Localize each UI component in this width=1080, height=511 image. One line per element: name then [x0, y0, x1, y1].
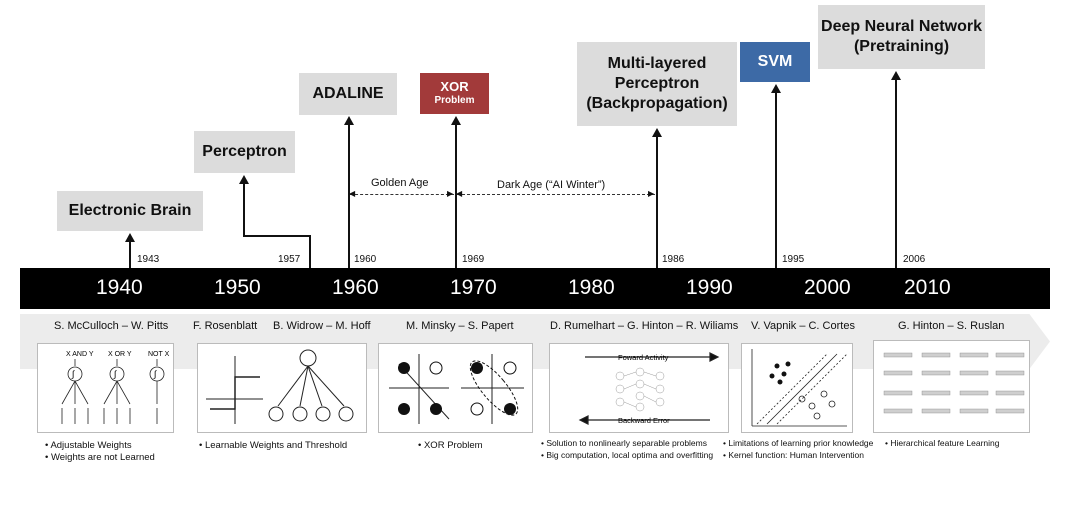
panel-rumelhart: Foward Activity Backward Error: [549, 343, 729, 433]
connector-1969: [455, 123, 457, 268]
note-vapnik-cortes: • Limitations of learning prior knowledg…: [723, 437, 873, 461]
arrowhead-1969: [451, 116, 461, 125]
era-dark-age-span: [457, 194, 655, 195]
milestone-perceptron-label: Perceptron: [202, 143, 287, 160]
author-hinton-ruslan: G. Hinton – S. Ruslan: [898, 320, 1005, 332]
era-dark-left-arrow: ◀: [456, 189, 463, 198]
milestone-electronic-brain-label: Electronic Brain: [68, 202, 192, 219]
milestone-perceptron: Perceptron: [194, 131, 295, 173]
connector-1986: [656, 135, 658, 268]
xor-diagram: [389, 354, 524, 424]
author-vapnik-cortes: V. Vapnik – C. Cortes: [751, 320, 855, 332]
year-1957: 1957: [278, 254, 301, 265]
note-bp-line-1: • Solution to nonlinearly separable prob…: [541, 438, 707, 448]
perceptron-diagram: [206, 349, 354, 424]
era-dark-age: Dark Age (“AI Winter”): [497, 179, 606, 191]
milestone-xor: XOR Problem: [420, 73, 489, 114]
milestone-adaline: ADALINE: [299, 73, 397, 115]
note-rosenblatt-widrow: • Learnable Weights and Threshold: [199, 440, 347, 452]
note-rw-line-1: • Learnable Weights and Threshold: [199, 440, 348, 451]
milestone-adaline-label: ADALINE: [312, 85, 384, 102]
decade-1950: 1950: [214, 276, 261, 299]
author-widrow-hoff: B. Widrow – M. Hoff: [273, 320, 371, 332]
note-bp-line-2: • Big computation, local optima and over…: [541, 450, 714, 460]
bp-forward-label: Foward Activity: [618, 353, 669, 362]
year-1943: 1943: [137, 254, 160, 265]
backprop-diagram: Foward Activity Backward Error: [578, 352, 720, 425]
note-svm-line-1: • Limitations of learning prior knowledg…: [723, 438, 874, 448]
arrowhead-1957: [239, 175, 249, 184]
arrowhead-1995: [771, 84, 781, 93]
note-mp-line-2: • Weights are not Learned: [45, 452, 155, 463]
connector-1960: [348, 123, 350, 268]
panel-rosenblatt-widrow: [197, 343, 367, 433]
milestone-mlp: Multi-layered Perceptron (Backpropagatio…: [577, 42, 737, 126]
panel-minsky-papert: [378, 343, 533, 433]
year-1986: 1986: [662, 254, 685, 265]
author-mcculloch-pitts: S. McCulloch – W. Pitts: [54, 320, 169, 332]
note-svm-line-2: • Kernel function: Human Intervention: [723, 450, 864, 460]
milestone-electronic-brain: Electronic Brain: [57, 191, 203, 231]
note-mcculloch-pitts: • Adjustable Weights • Weights are not L…: [45, 440, 155, 464]
timeline-bar: [20, 268, 1050, 309]
panel-mcculloch-pitts: X AND Y X OR Y NOT X ∫ ∫ ∫: [37, 343, 174, 433]
author-rosenblatt: F. Rosenblatt: [193, 320, 258, 332]
decade-1990: 1990: [686, 276, 733, 299]
note-dbn-line-1: • Hierarchical feature Learning: [885, 438, 1000, 448]
era-golden-age: Golden Age: [371, 177, 429, 189]
era-golden-age-span: [350, 194, 454, 195]
decade-1940: 1940: [96, 276, 143, 299]
note-rumelhart: • Solution to nonlinearly separable prob…: [541, 437, 713, 461]
note-mp-line-1: • Adjustable Weights: [45, 440, 132, 451]
milestone-mlp-label: Multi-layered Perceptron (Backpropagatio…: [586, 55, 728, 112]
milestone-dnn: Deep Neural Network (Pretraining): [818, 5, 985, 69]
milestone-dnn-label: Deep Neural Network (Pretraining): [821, 18, 982, 55]
milestone-svm-label: SVM: [757, 53, 793, 70]
mp-neuron-1-symbol: ∫: [71, 369, 76, 379]
year-1995: 1995: [782, 254, 805, 265]
mp-label-or: X OR Y: [108, 351, 132, 358]
arrowhead-1960: [344, 116, 354, 125]
decade-2010: 2010: [904, 276, 951, 299]
era-dark-right-arrow: ▶: [648, 189, 655, 198]
panel-hinton-ruslan: [873, 340, 1030, 433]
connector-1957-horizontal: [243, 235, 311, 237]
year-2006: 2006: [903, 254, 926, 265]
decade-1980: 1980: [568, 276, 615, 299]
milestone-xor-sublabel: Problem: [434, 94, 475, 106]
mp-neuron-diagram: X AND Y X OR Y NOT X ∫ ∫ ∫: [61, 351, 170, 424]
author-minsky-papert: M. Minsky – S. Papert: [406, 320, 514, 332]
era-golden-right-arrow: ▶: [447, 189, 454, 198]
year-1969: 1969: [462, 254, 485, 265]
mp-neuron-3-symbol: ∫: [153, 369, 158, 379]
connector-1957-vertical: [243, 182, 245, 237]
note-mp2-line-1: • XOR Problem: [418, 440, 483, 451]
mp-label-and: X AND Y: [66, 351, 94, 358]
bp-backward-label: Backward Error: [618, 416, 670, 425]
era-golden-left-arrow: ◀: [349, 189, 356, 198]
milestone-xor-label: XOR: [440, 78, 469, 94]
svm-diagram: [751, 349, 848, 427]
mp-neuron-2-symbol: ∫: [113, 369, 118, 379]
connector-1957-up: [309, 235, 311, 268]
connector-1943: [129, 240, 131, 268]
milestone-svm: SVM: [740, 42, 810, 82]
arrowhead-2006: [891, 71, 901, 80]
panel-vapnik-cortes: [741, 343, 853, 433]
note-minsky-papert: • XOR Problem: [418, 440, 483, 452]
decade-1970: 1970: [450, 276, 497, 299]
arrowhead-1986: [652, 128, 662, 137]
year-1960: 1960: [354, 254, 377, 265]
connector-2006: [895, 78, 897, 268]
decade-2000: 2000: [804, 276, 851, 299]
author-rumelhart-hinton-wiliams: D. Rumelhart – G. Hinton – R. Wiliams: [550, 320, 739, 332]
mp-label-not: NOT X: [148, 351, 170, 358]
arrowhead-1943: [125, 233, 135, 242]
dbn-diagram: [883, 352, 1025, 414]
decade-1960: 1960: [332, 276, 379, 299]
note-hinton-ruslan: • Hierarchical feature Learning: [885, 437, 999, 449]
connector-1995: [775, 91, 777, 268]
